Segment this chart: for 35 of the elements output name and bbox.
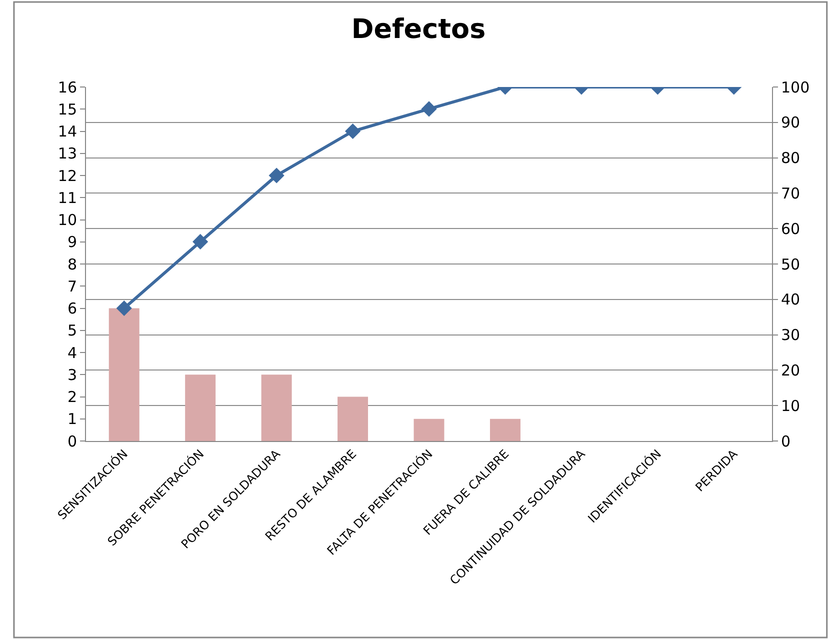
y-tick-label: 5 <box>67 322 77 340</box>
y-tick-label: 10 <box>58 211 77 229</box>
y-tick-label: 1 <box>67 410 77 428</box>
y-tick-label: 16 <box>58 78 77 96</box>
y-tick-label: 0 <box>67 432 77 450</box>
y-tick-label: 3 <box>67 366 77 384</box>
y2-tick-label: 0 <box>781 432 791 450</box>
y-tick-label: 8 <box>67 255 77 274</box>
y-tick-label: 7 <box>67 277 77 296</box>
y-tick-label: 13 <box>58 144 77 163</box>
y2-tick-label: 80 <box>781 149 800 168</box>
bar <box>490 418 520 441</box>
y-tick-label: 4 <box>67 344 77 362</box>
chart-title: Defectos <box>351 14 486 46</box>
y-tick-label: 6 <box>67 300 77 318</box>
y2-tick-label: 70 <box>781 184 800 202</box>
y2-tick-label: 90 <box>781 114 800 132</box>
y2-tick-label: 30 <box>781 326 800 344</box>
y2-tick-label: 20 <box>781 361 800 380</box>
y-tick-label: 11 <box>58 188 77 207</box>
y-tick-label: 15 <box>58 100 77 118</box>
y2-tick-label: 60 <box>781 220 800 238</box>
y-tick-label: 12 <box>58 166 77 185</box>
bar <box>108 308 140 441</box>
y-tick-label: 9 <box>67 233 77 252</box>
bar <box>185 374 216 441</box>
bar <box>414 418 444 441</box>
y2-tick-label: 100 <box>781 78 810 96</box>
y-tick-label: 2 <box>67 388 77 406</box>
y2-tick-label: 40 <box>781 290 800 309</box>
y2-tick-label: 50 <box>781 255 800 274</box>
bar <box>261 374 292 441</box>
bar <box>338 396 368 441</box>
y2-tick-label: 10 <box>781 396 800 415</box>
y-tick-label: 14 <box>58 122 77 140</box>
